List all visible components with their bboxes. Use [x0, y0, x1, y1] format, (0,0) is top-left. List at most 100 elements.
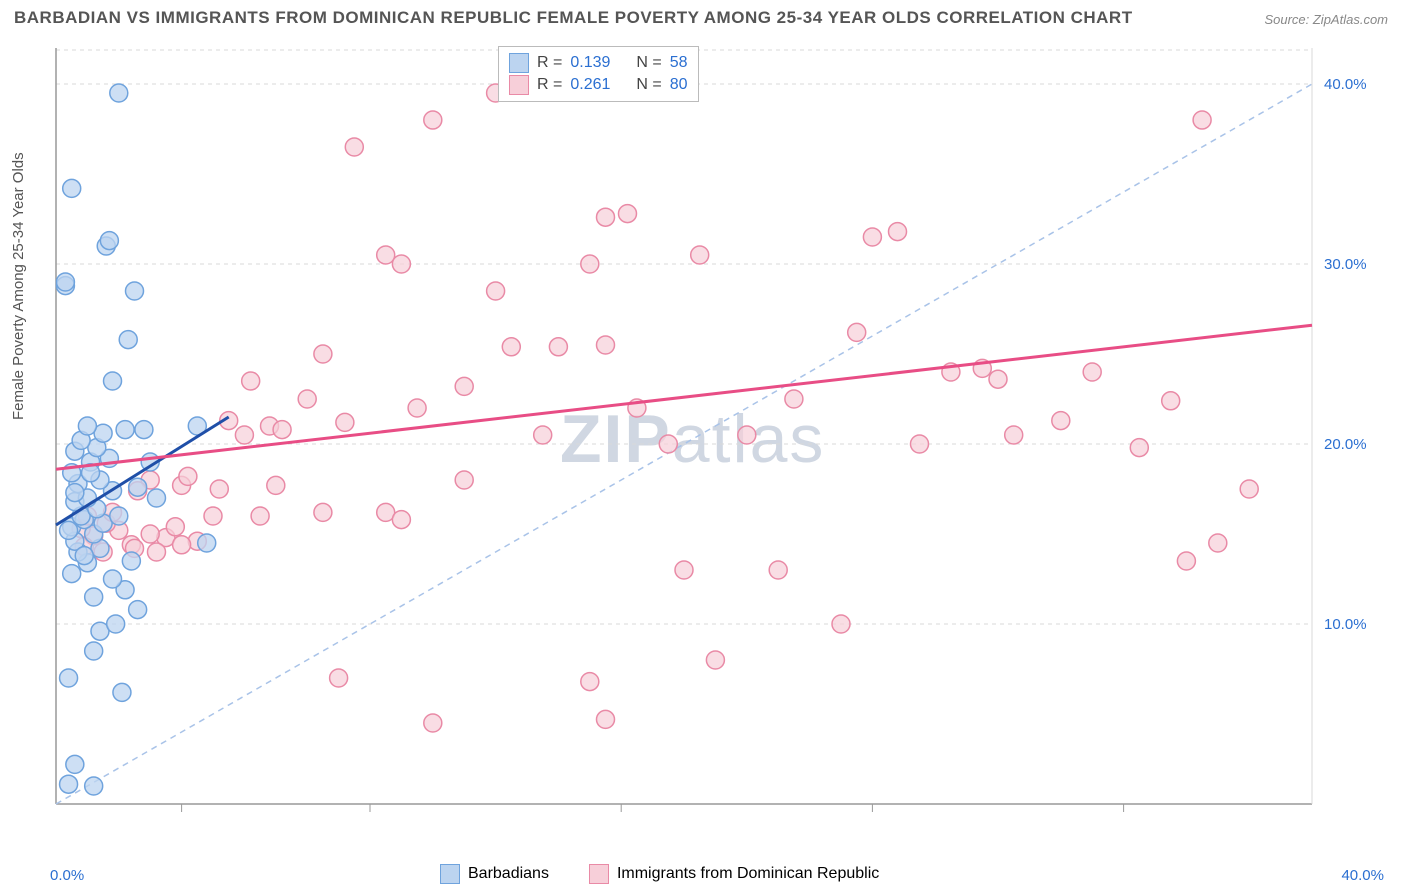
- data-point: [863, 228, 881, 246]
- data-point: [166, 518, 184, 536]
- r-label: R =: [537, 76, 562, 94]
- data-point: [198, 534, 216, 552]
- data-point: [581, 673, 599, 691]
- data-point: [126, 282, 144, 300]
- data-point: [1240, 480, 1258, 498]
- data-point: [659, 435, 677, 453]
- data-point: [989, 370, 1007, 388]
- data-point: [210, 480, 228, 498]
- data-point: [60, 521, 78, 539]
- data-point: [597, 336, 615, 354]
- r-value: 0.139: [570, 54, 610, 72]
- data-point: [60, 775, 78, 793]
- source-attribution: Source: ZipAtlas.com: [1264, 12, 1388, 27]
- data-point: [1162, 392, 1180, 410]
- data-point: [107, 615, 125, 633]
- data-point: [1130, 439, 1148, 457]
- data-point: [848, 323, 866, 341]
- r-value: 0.261: [570, 76, 610, 94]
- legend-item: Immigrants from Dominican Republic: [589, 864, 879, 884]
- data-point: [1209, 534, 1227, 552]
- data-point: [1052, 412, 1070, 430]
- data-point: [408, 399, 426, 417]
- series-legend: Barbadians Immigrants from Dominican Rep…: [440, 864, 879, 884]
- data-point: [424, 111, 442, 129]
- data-point: [204, 507, 222, 525]
- data-point: [85, 777, 103, 795]
- legend-swatch-blue: [509, 53, 529, 73]
- data-point: [1083, 363, 1101, 381]
- data-point: [129, 478, 147, 496]
- data-point: [314, 345, 332, 363]
- data-point: [336, 413, 354, 431]
- data-point: [119, 331, 137, 349]
- data-point: [242, 372, 260, 390]
- y-tick-label: 40.0%: [1324, 76, 1367, 93]
- data-point: [113, 683, 131, 701]
- data-point: [911, 435, 929, 453]
- n-value: 80: [670, 76, 688, 94]
- data-point: [235, 426, 253, 444]
- legend-swatch-pink: [589, 864, 609, 884]
- data-point: [1193, 111, 1211, 129]
- data-point: [104, 570, 122, 588]
- x-axis-max-label: 40.0%: [1341, 867, 1384, 884]
- data-point: [251, 507, 269, 525]
- data-point: [785, 390, 803, 408]
- data-point: [116, 421, 134, 439]
- data-point: [424, 714, 442, 732]
- data-point: [487, 282, 505, 300]
- data-point: [455, 471, 473, 489]
- data-point: [298, 390, 316, 408]
- data-point: [135, 421, 153, 439]
- data-point: [122, 552, 140, 570]
- n-value: 58: [670, 54, 688, 72]
- data-point: [129, 601, 147, 619]
- data-point: [1005, 426, 1023, 444]
- y-tick-label: 30.0%: [1324, 256, 1367, 273]
- data-point: [597, 208, 615, 226]
- data-point: [738, 426, 756, 444]
- data-point: [377, 246, 395, 264]
- data-point: [534, 426, 552, 444]
- data-point: [597, 710, 615, 728]
- data-point: [832, 615, 850, 633]
- data-point: [345, 138, 363, 156]
- data-point: [392, 511, 410, 529]
- data-point: [267, 476, 285, 494]
- n-label: N =: [636, 54, 661, 72]
- data-point: [63, 565, 81, 583]
- scatter-plot: 10.0% 20.0% 30.0% 40.0%: [52, 44, 1372, 834]
- y-tick-label: 10.0%: [1324, 616, 1367, 633]
- legend-item: Barbadians: [440, 864, 549, 884]
- data-point: [675, 561, 693, 579]
- data-point: [147, 489, 165, 507]
- data-point: [78, 417, 96, 435]
- trend-line: [56, 325, 1312, 469]
- data-point: [85, 642, 103, 660]
- legend-row: R = 0.261 N = 80: [509, 75, 688, 95]
- data-point: [618, 205, 636, 223]
- data-point: [60, 669, 78, 687]
- data-point: [75, 547, 93, 565]
- data-point: [549, 338, 567, 356]
- data-point: [63, 179, 81, 197]
- data-point: [769, 561, 787, 579]
- data-point: [455, 377, 473, 395]
- data-point: [173, 536, 191, 554]
- data-point: [314, 503, 332, 521]
- correlation-legend: R = 0.139 N = 58 R = 0.261 N = 80: [498, 46, 699, 102]
- legend-swatch-blue: [440, 864, 460, 884]
- x-axis-min-label: 0.0%: [50, 867, 84, 884]
- chart-title: BARBADIAN VS IMMIGRANTS FROM DOMINICAN R…: [14, 8, 1133, 28]
- y-tick-label: 20.0%: [1324, 436, 1367, 453]
- data-point: [502, 338, 520, 356]
- data-point: [110, 84, 128, 102]
- data-point: [66, 755, 84, 773]
- data-point: [691, 246, 709, 264]
- legend-label: Immigrants from Dominican Republic: [617, 865, 879, 883]
- data-point: [141, 525, 159, 543]
- data-point: [273, 421, 291, 439]
- legend-swatch-pink: [509, 75, 529, 95]
- legend-row: R = 0.139 N = 58: [509, 53, 688, 73]
